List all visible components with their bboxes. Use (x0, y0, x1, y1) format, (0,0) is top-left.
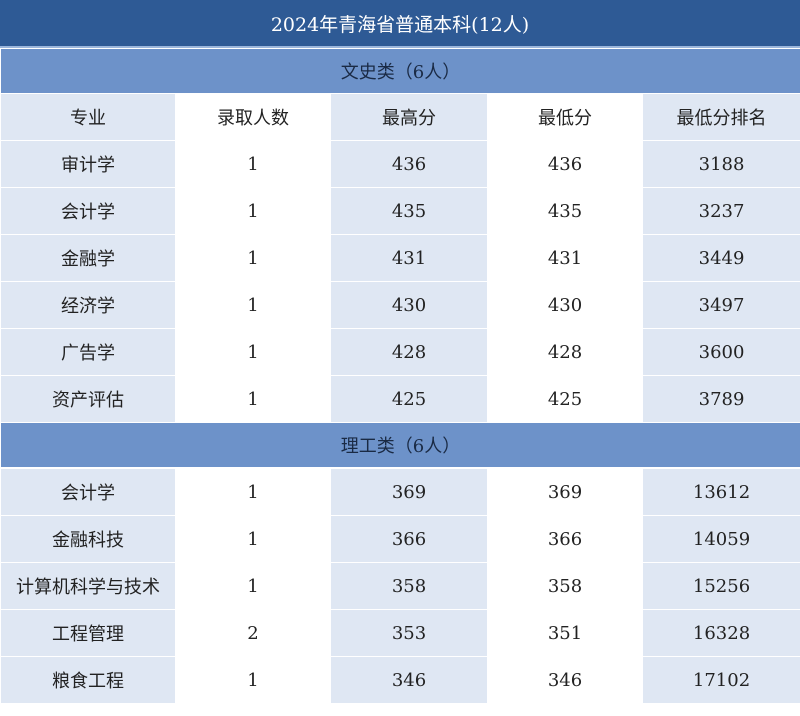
min-rank-cell: 3237 (641, 187, 800, 235)
major-cell: 金融科技 (0, 515, 176, 563)
max-score-cell: 369 (330, 467, 488, 516)
admitted-count-cell: 1 (175, 467, 331, 516)
max-score-cell: 431 (330, 234, 488, 282)
min-rank-cell: 16328 (641, 609, 800, 657)
min-score-cell: 351 (487, 609, 643, 657)
min-rank-cell: 15256 (641, 562, 800, 610)
max-score-cell: 366 (330, 515, 488, 563)
max-score-cell: 428 (330, 328, 488, 376)
table-row: 金融科技 1 366 366 14059 (0, 515, 800, 563)
min-score-cell: 425 (487, 375, 643, 423)
table-row: 广告学 1 428 428 3600 (0, 328, 800, 376)
max-score-cell: 425 (330, 375, 488, 423)
table-row: 资产评估 1 425 425 3789 (0, 375, 800, 423)
admitted-count-cell: 1 (175, 234, 331, 282)
table-row: 金融学 1 431 431 3449 (0, 234, 800, 282)
column-header-row: 专业 录取人数 最高分 最低分 最低分排名 (0, 93, 800, 141)
min-rank-cell: 14059 (641, 515, 800, 563)
min-score-cell: 431 (487, 234, 643, 282)
min-score-cell: 369 (487, 467, 643, 516)
table-row: 会计学 1 435 435 3237 (0, 187, 800, 235)
major-cell: 金融学 (0, 234, 176, 282)
admitted-count-cell: 1 (175, 281, 331, 329)
section-header-arts: 文史类（6人） (0, 48, 800, 94)
min-score-cell: 366 (487, 515, 643, 563)
table-row: 计算机科学与技术 1 358 358 15256 (0, 562, 800, 610)
major-cell: 资产评估 (0, 375, 176, 423)
admitted-count-cell: 1 (175, 515, 331, 563)
max-score-cell: 436 (330, 140, 488, 188)
min-rank-cell: 3449 (641, 234, 800, 282)
admitted-count-cell: 1 (175, 656, 331, 704)
table-row: 粮食工程 1 346 346 17102 (0, 656, 800, 704)
min-rank-cell: 3600 (641, 328, 800, 376)
min-rank-cell: 17102 (641, 656, 800, 704)
major-cell: 粮食工程 (0, 656, 176, 704)
max-score-cell: 435 (330, 187, 488, 235)
column-header: 最低分排名 (641, 93, 800, 141)
table-row: 经济学 1 430 430 3497 (0, 281, 800, 329)
column-header: 录取人数 (175, 93, 331, 141)
min-score-cell: 436 (487, 140, 643, 188)
column-header: 最低分 (487, 93, 643, 141)
min-rank-cell: 13612 (641, 467, 800, 516)
major-cell: 会计学 (0, 467, 176, 516)
min-score-cell: 428 (487, 328, 643, 376)
section-header-science: 理工类（6人） (0, 422, 800, 469)
max-score-cell: 353 (330, 609, 488, 657)
major-cell: 工程管理 (0, 609, 176, 657)
admitted-count-cell: 1 (175, 562, 331, 610)
admitted-count-cell: 1 (175, 375, 331, 423)
max-score-cell: 346 (330, 656, 488, 704)
section-label: 理工类（6人） (0, 422, 800, 469)
max-score-cell: 430 (330, 281, 488, 329)
major-cell: 会计学 (0, 187, 176, 235)
major-cell: 计算机科学与技术 (0, 562, 176, 610)
min-rank-cell: 3188 (641, 140, 800, 188)
score-table: 文史类（6人） 专业 录取人数 最高分 最低分 最低分排名 审计学 1 436 … (0, 48, 800, 704)
admitted-count-cell: 2 (175, 609, 331, 657)
section-label: 文史类（6人） (0, 48, 800, 94)
min-score-cell: 435 (487, 187, 643, 235)
table-row: 工程管理 2 353 351 16328 (0, 609, 800, 657)
column-header: 最高分 (330, 93, 488, 141)
major-cell: 经济学 (0, 281, 176, 329)
table-row: 会计学 1 369 369 13612 (0, 467, 800, 516)
table-title: 2024年青海省普通本科(12人) (0, 0, 800, 48)
major-cell: 审计学 (0, 140, 176, 188)
min-rank-cell: 3789 (641, 375, 800, 423)
min-score-cell: 346 (487, 656, 643, 704)
admitted-count-cell: 1 (175, 140, 331, 188)
admitted-count-cell: 1 (175, 328, 331, 376)
min-rank-cell: 3497 (641, 281, 800, 329)
column-header: 专业 (0, 93, 176, 141)
admitted-count-cell: 1 (175, 187, 331, 235)
min-score-cell: 358 (487, 562, 643, 610)
min-score-cell: 430 (487, 281, 643, 329)
table-row: 审计学 1 436 436 3188 (0, 140, 800, 188)
max-score-cell: 358 (330, 562, 488, 610)
major-cell: 广告学 (0, 328, 176, 376)
